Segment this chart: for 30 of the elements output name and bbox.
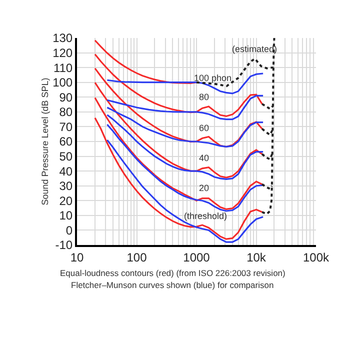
y-tick-label: 80 [59,105,73,120]
x-tick-label: 10k [246,250,267,264]
text: Fletcher–Munson curves shown (blue) for comparison [71,280,274,290]
y-tick-label: 70 [59,120,73,134]
y-tick-label: 20 [59,194,73,208]
annotation: 40 [199,153,210,163]
annotation: (threshold) [184,211,228,221]
x-tick-label: 100 [126,250,148,264]
y-tick-label: 60 [59,134,73,149]
y-tick-label: 10 [59,208,73,223]
y-tick-label: 100 [52,76,73,90]
text: Equal-loudness contours (red) (from ISO 226:2003 revision) [60,268,286,278]
y-tick-label: 0 [66,223,73,238]
y-axis-title: Sound Pressure Level (dB SPL) [40,78,50,206]
x-tick-label: 1000 [183,250,210,264]
annotation: 100 phon [194,73,232,83]
y-tick-label: 90 [59,90,73,104]
y-tick-label: 130 [52,31,73,46]
annotation: 20 [199,183,210,193]
y-tick-label: 30 [59,179,73,194]
y-tick-label: 50 [59,149,73,164]
y-tick-label: 40 [59,164,73,178]
x-tick-label: 10 [70,250,84,264]
y-tick-label: 120 [52,46,73,60]
x-tick-label: 100k [302,250,330,264]
annotation: 60 [199,123,210,133]
y-tick-label: -10 [55,238,73,252]
annotation: (estimated) [232,44,278,54]
y-tick-label: 110 [53,60,73,75]
annotation: 80 [199,92,210,102]
